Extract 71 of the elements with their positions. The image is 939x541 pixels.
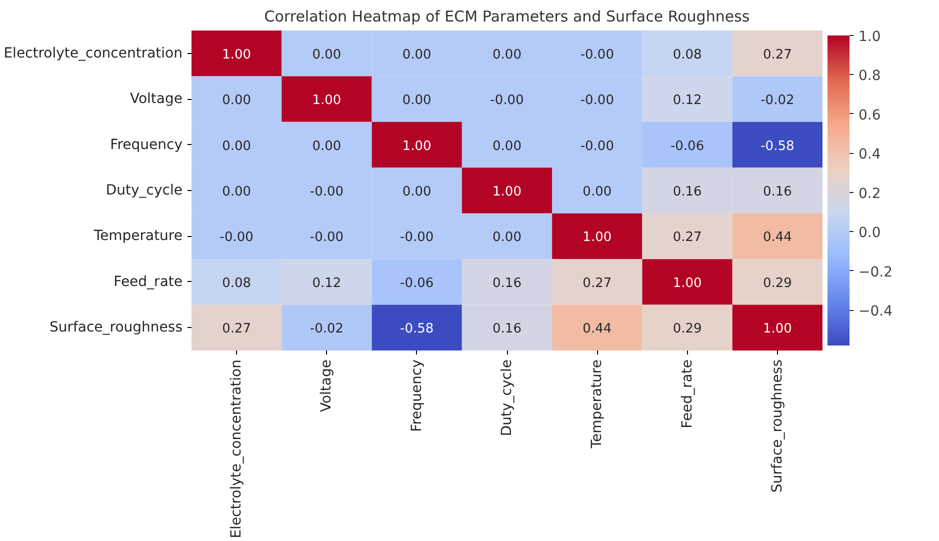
data-label: 0.16 bbox=[672, 184, 702, 200]
data-label: -0.00 bbox=[310, 230, 344, 246]
data-label: -0.00 bbox=[310, 184, 344, 200]
data-label: 1.00 bbox=[312, 93, 342, 108]
data-label: 0.44 bbox=[762, 230, 792, 246]
data-label: 0.27 bbox=[672, 230, 702, 246]
data-label: 0.08 bbox=[672, 47, 702, 62]
data-label: -0.00 bbox=[400, 230, 434, 246]
data-label: -0.00 bbox=[580, 93, 614, 108]
data-label: 0.29 bbox=[672, 322, 702, 337]
color-bar-label: 0.2 bbox=[858, 186, 881, 202]
data-label: 0.00 bbox=[312, 138, 342, 154]
y-tick-label: Frequency bbox=[110, 136, 183, 153]
data-label: 1.00 bbox=[222, 47, 252, 62]
data-label: 0.29 bbox=[762, 276, 792, 291]
y-tick-label: Voltage bbox=[130, 91, 182, 108]
data-label: -0.02 bbox=[760, 93, 794, 108]
x-tick-label: Surface_roughness bbox=[769, 359, 786, 493]
data-label: -0.00 bbox=[220, 230, 254, 246]
data-label: -0.00 bbox=[580, 47, 614, 62]
data-label: 0.16 bbox=[762, 184, 792, 200]
data-label: 0.44 bbox=[582, 322, 612, 337]
data-label: 0.00 bbox=[222, 184, 252, 200]
color-bar-label: 0.6 bbox=[858, 107, 881, 124]
x-tick-label: Voltage bbox=[318, 360, 335, 412]
data-label: -0.58 bbox=[760, 138, 794, 154]
x-tick-label: Temperature bbox=[589, 359, 606, 450]
data-label: 0.12 bbox=[312, 276, 342, 291]
y-tick-label: Feed_rate bbox=[114, 274, 183, 290]
data-label: 0.27 bbox=[762, 47, 792, 62]
data-label: 0.00 bbox=[402, 93, 432, 108]
data-label: -0.58 bbox=[400, 322, 434, 337]
color-bar-label: 0.0 bbox=[858, 225, 881, 242]
y-tick-label: Surface_roughness bbox=[49, 320, 183, 336]
data-label: 0.00 bbox=[492, 230, 522, 246]
data-label: 0.27 bbox=[222, 322, 252, 337]
y-tick-label: Electrolyte_concentration bbox=[4, 45, 183, 62]
data-label: -0.00 bbox=[580, 138, 614, 154]
data-label: 0.00 bbox=[582, 184, 612, 200]
data-label: 1.00 bbox=[402, 138, 432, 154]
color-bar-label: 1.0 bbox=[858, 29, 881, 45]
data-label: 0.00 bbox=[402, 47, 432, 62]
data-label: -0.06 bbox=[400, 276, 434, 291]
data-label: 0.00 bbox=[312, 47, 342, 62]
x-tick-label: Feed_rate bbox=[679, 359, 696, 428]
data-label: 0.08 bbox=[222, 276, 252, 291]
x-tick-label: Frequency bbox=[408, 359, 425, 432]
data-label: -0.02 bbox=[310, 322, 344, 337]
y-tick-label: Temperature bbox=[92, 228, 183, 244]
chart-title: Correlation Heatmap of ECM Parameters and Surface Roughness bbox=[264, 8, 750, 26]
color-bar-label: −0.2 bbox=[858, 264, 892, 280]
data-label: 0.00 bbox=[402, 184, 432, 200]
data-label: 0.16 bbox=[492, 276, 522, 291]
data-label: 0.00 bbox=[492, 47, 522, 62]
data-label: 1.00 bbox=[582, 230, 612, 246]
x-tick-label: Duty_cycle bbox=[499, 359, 515, 436]
y-tick-label: Duty_cycle bbox=[106, 182, 183, 198]
data-label: -0.00 bbox=[490, 93, 524, 108]
color-bar-label: 0.4 bbox=[858, 146, 881, 163]
data-label: 0.27 bbox=[582, 276, 612, 291]
data-label: 0.16 bbox=[492, 322, 522, 337]
data-label: 0.00 bbox=[492, 138, 522, 154]
data-label: 0.12 bbox=[672, 93, 702, 108]
data-label: 1.00 bbox=[492, 184, 522, 200]
data-label: 0.00 bbox=[222, 138, 252, 154]
color-bar-label: 0.8 bbox=[858, 68, 881, 84]
data-label: 1.00 bbox=[762, 322, 792, 337]
data-label: 0.00 bbox=[222, 93, 252, 108]
data-label: 1.00 bbox=[672, 276, 702, 291]
color-bar-label: −0.4 bbox=[858, 304, 893, 320]
data-label: -0.06 bbox=[670, 138, 704, 154]
